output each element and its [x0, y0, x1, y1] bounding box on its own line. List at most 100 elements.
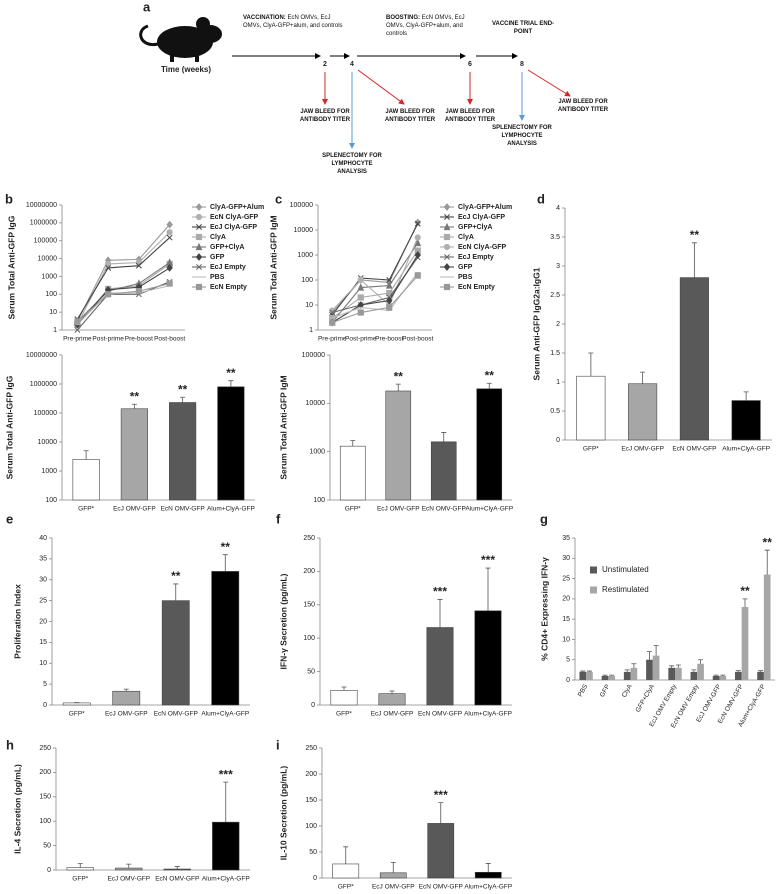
x-tick-label: EcJ OMV-GFP	[113, 506, 156, 513]
x-tick-label: GFP*	[345, 506, 361, 513]
bar	[630, 667, 638, 680]
x-tick-label: EcN OMV-GFP	[418, 711, 462, 718]
significance: **	[130, 389, 140, 403]
marker	[357, 301, 365, 309]
marker	[357, 276, 364, 284]
marker	[105, 264, 112, 271]
error-bar	[126, 863, 132, 869]
error-bar	[640, 371, 646, 384]
series-line	[76, 285, 170, 326]
y-tick-label: 10	[305, 302, 313, 309]
x-tick-label: EcJ OMV-GFP	[372, 884, 415, 891]
action-arrows	[322, 69, 571, 149]
phase-text: BOOSTING: EcN OMVs, EcJ OMVs, ClyA-GFP+a…	[386, 14, 482, 38]
y-tick-label: 3	[556, 263, 560, 270]
x-tick-label: Alum+ClyA-GFP	[201, 711, 249, 718]
significance: **	[763, 535, 773, 549]
significance: **	[226, 366, 236, 380]
error-bar	[691, 669, 697, 672]
bar	[763, 574, 771, 680]
error-bar	[735, 670, 741, 672]
mouse-icon	[139, 17, 222, 62]
error-bar	[631, 663, 637, 668]
marker	[166, 234, 173, 241]
y-tick-label: 100	[303, 635, 315, 642]
legend-marker	[195, 253, 203, 261]
y-tick-label: 100	[305, 823, 317, 830]
y-tick-label: 0	[313, 875, 317, 882]
significance: **	[740, 584, 750, 598]
significance: **	[394, 369, 404, 383]
error-bar	[653, 645, 659, 656]
marker	[329, 319, 336, 326]
action-note: JAW BLEED FOR ANTIBODY TITER	[557, 99, 609, 114]
bar	[731, 400, 761, 441]
error-bar	[486, 382, 492, 389]
error-bar	[389, 690, 395, 694]
y-tick-label: 200	[39, 769, 51, 776]
bar	[72, 459, 100, 501]
error-bar	[341, 686, 347, 691]
legend-marker	[195, 213, 203, 221]
marker	[166, 280, 173, 287]
significance: **	[221, 540, 231, 554]
x-tick-label: EcJ OMV-GFP	[105, 711, 148, 718]
time-axis-label: Time (weeks)	[161, 65, 211, 74]
phase-body: EcN OMVs, EcJ OMVs, ClyA-GFP+alum, and c…	[386, 15, 465, 38]
y-tick-label: 10	[49, 309, 57, 316]
x-tick-label: GFP*	[78, 506, 94, 513]
y-tick-label: 5	[566, 657, 570, 664]
significance: ***	[219, 767, 233, 781]
y-tick-label: 10000	[306, 400, 326, 407]
y-tick-label: 10000	[38, 439, 58, 446]
marker	[166, 264, 173, 272]
y-axis-label: Proliferation Index	[12, 584, 22, 659]
y-tick-label: 2	[556, 321, 560, 328]
series-line	[331, 223, 419, 316]
marker	[386, 277, 393, 283]
y-tick-label: 30	[562, 555, 570, 562]
x-tick-label: Alum+ClyA-GFP	[465, 506, 513, 513]
marker	[386, 304, 393, 311]
y-tick-label: 1000	[309, 449, 325, 456]
y-tick-label: 1000000	[30, 381, 57, 388]
error-bar	[675, 664, 681, 668]
error-bar	[173, 583, 179, 601]
bar	[474, 610, 502, 706]
error-bar	[646, 651, 652, 660]
panel-label: i	[276, 737, 280, 752]
series-line	[331, 254, 419, 323]
x-tick-label: EcJ OMV-GFP	[371, 711, 414, 718]
y-tick-label: 40	[39, 535, 47, 542]
marker	[414, 238, 422, 247]
error-bar	[180, 396, 186, 403]
y-tick-label: 1000	[297, 252, 313, 259]
series-line	[76, 281, 170, 331]
x-tick-label: Pre-prime	[318, 336, 347, 343]
bar	[120, 408, 148, 501]
x-tick-label: GFP	[599, 683, 612, 698]
x-tick-label: EcJ OMV-GFP	[377, 506, 420, 513]
y-axis-label: Serum Total Anti-GFP IgG	[4, 375, 14, 479]
marker	[414, 220, 421, 227]
legend-marker	[444, 254, 450, 260]
x-tick-label: GFP*	[336, 711, 352, 718]
panel-label: e	[6, 511, 13, 526]
error-bar	[441, 432, 447, 442]
marker	[414, 234, 421, 241]
legend-label: EcJ ClyA-GFP	[458, 214, 505, 221]
error-bar	[485, 567, 491, 611]
y-tick-label: 250	[303, 535, 315, 542]
y-tick-label: 250	[39, 745, 51, 752]
error-bar	[131, 403, 137, 409]
legend-marker	[195, 242, 203, 251]
x-tick-label: GFP*	[69, 711, 85, 718]
x-tick-label: EcN OMV-GFP	[419, 884, 463, 891]
significance: ***	[433, 585, 447, 599]
y-tick-label: 20	[39, 618, 47, 625]
action-note: JAW BLEED FOR ANTIBODY TITER	[299, 109, 351, 124]
y-tick-label: 0.5	[550, 408, 560, 415]
phase-body: EcN OMVs, EcJ OMVs, ClyA-GFP+alum, and c…	[243, 15, 343, 30]
x-tick-label: Post-prime	[345, 336, 377, 343]
